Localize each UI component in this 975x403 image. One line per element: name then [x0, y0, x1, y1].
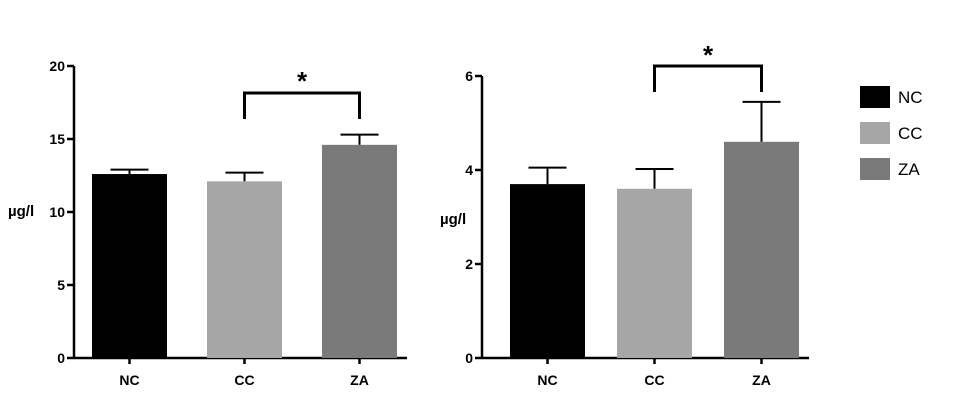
bar-za	[724, 141, 799, 358]
y-tick-label: 5	[57, 277, 65, 293]
y-tick-label: 0	[57, 350, 65, 366]
legend-swatch	[860, 122, 890, 144]
x-tick-label: ZA	[350, 372, 369, 388]
x-tick-label: NC	[119, 372, 139, 388]
legend: NC CC ZA	[860, 86, 923, 180]
y-axis-label: µg/l	[440, 211, 466, 228]
legend-label: ZA	[898, 160, 920, 179]
y-tick-label: 4	[465, 162, 473, 178]
bar-nc	[92, 174, 167, 358]
x-tick-label: CC	[644, 372, 664, 388]
y-tick-label: 15	[49, 131, 65, 147]
legend-label: CC	[898, 124, 923, 143]
legend-swatch	[860, 86, 890, 108]
bar-cc	[207, 181, 282, 358]
y-tick-label: 10	[49, 204, 65, 220]
legend-swatch	[860, 158, 890, 180]
legend-label: NC	[898, 88, 923, 107]
y-tick-label: 2	[465, 256, 473, 272]
y-axis-label: µg/l	[8, 203, 34, 220]
significance-star: *	[703, 40, 714, 70]
significance-bracket	[243, 91, 361, 119]
x-tick-label: CC	[234, 372, 254, 388]
x-tick-label: ZA	[752, 372, 771, 388]
x-tick-label: NC	[537, 372, 557, 388]
y-tick-label: 20	[49, 58, 65, 74]
significance-star: *	[297, 66, 308, 96]
bar-nc	[510, 184, 585, 358]
chart-right: 0 2 4 6 µg/l NC CC ZA *	[440, 40, 809, 388]
chart-left: 0 5 10 15 20 µg/l NC CC ZA *	[8, 58, 407, 388]
bar-cc	[617, 188, 692, 358]
y-tick-label: 6	[465, 68, 473, 84]
significance-bracket	[653, 64, 763, 92]
y-tick-label: 0	[465, 350, 473, 366]
bar-za	[322, 144, 397, 358]
